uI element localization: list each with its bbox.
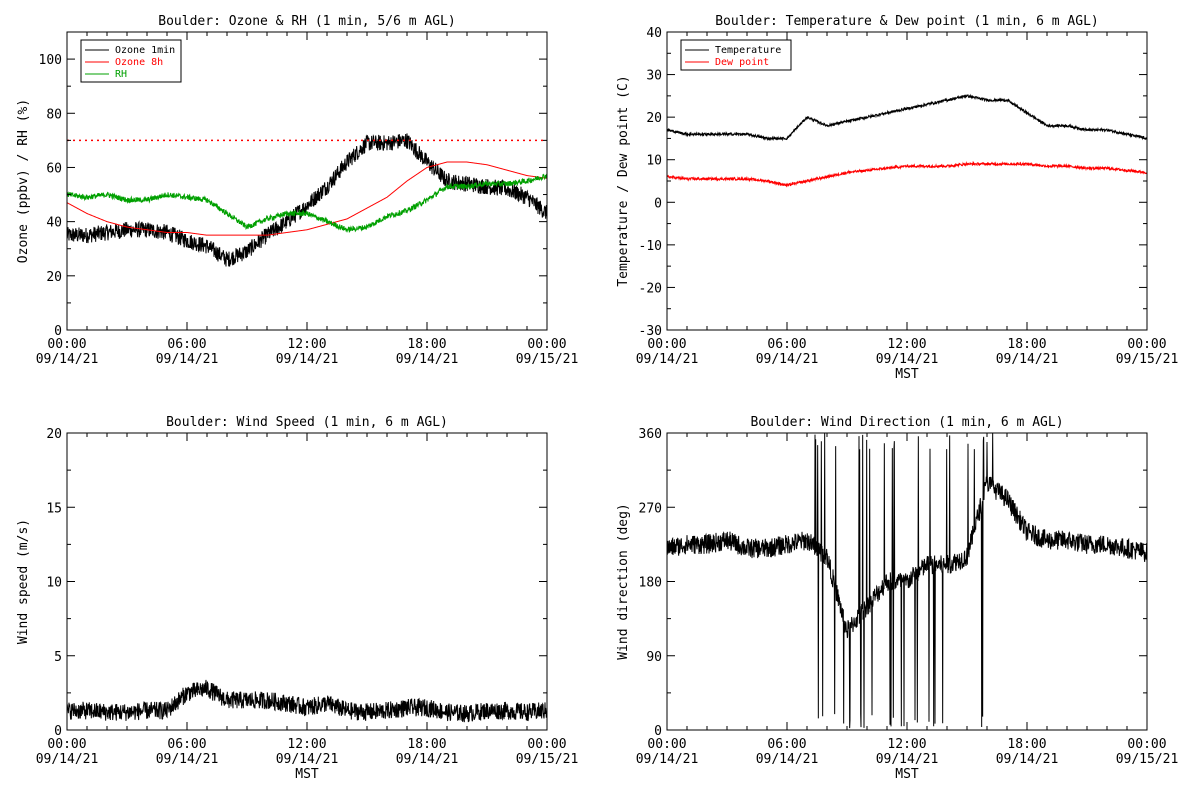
y-tick-label: 0 bbox=[654, 196, 662, 211]
x-tick-date-label: 09/14/21 bbox=[396, 752, 459, 767]
chart-title: Boulder: Temperature & Dew point (1 min,… bbox=[715, 14, 1099, 29]
y-tick-label: 30 bbox=[646, 69, 662, 84]
y-tick-label: -10 bbox=[639, 239, 662, 254]
x-tick-time-label: 18:00 bbox=[1007, 337, 1046, 352]
y-tick-label: 5 bbox=[54, 650, 62, 665]
y-tick-label: 0 bbox=[54, 724, 62, 739]
x-tick-date-label: 09/14/21 bbox=[996, 352, 1059, 367]
legend-label: RH bbox=[115, 69, 127, 80]
x-tick-date-label: 09/14/21 bbox=[156, 752, 219, 767]
y-tick-label: 100 bbox=[39, 53, 62, 68]
x-tick-date-label: 09/15/21 bbox=[1116, 752, 1179, 767]
y-tick-label: -20 bbox=[639, 281, 662, 296]
series-line-1 bbox=[66, 679, 548, 723]
chart-panel-4: Boulder: Wind Direction (1 min, 6 m AGL)… bbox=[616, 415, 1178, 782]
x-axis-label: MST bbox=[895, 367, 919, 382]
y-tick-label: 10 bbox=[646, 154, 662, 169]
x-tick-date-label: 09/14/21 bbox=[996, 752, 1059, 767]
series-line-1 bbox=[66, 133, 548, 267]
x-tick-date-label: 09/15/21 bbox=[516, 752, 579, 767]
y-tick-label: 0 bbox=[54, 324, 62, 339]
x-tick-date-label: 09/14/21 bbox=[636, 352, 699, 367]
y-axis-label: Temperature / Dew point (C) bbox=[616, 75, 631, 286]
x-axis-label: MST bbox=[895, 767, 919, 782]
y-tick-label: 60 bbox=[46, 161, 62, 176]
y-tick-label: -30 bbox=[639, 324, 662, 339]
series-line-1 bbox=[666, 433, 1148, 729]
y-tick-label: 20 bbox=[646, 111, 662, 126]
legend-label: Dew point bbox=[715, 57, 769, 68]
x-tick-date-label: 09/14/21 bbox=[276, 352, 339, 367]
x-axis-label: MST bbox=[295, 767, 319, 782]
chart-panel-3: Boulder: Wind Speed (1 min, 6 m AGL) 0 5 10… bbox=[16, 415, 578, 782]
x-tick-time-label: 00:00 bbox=[647, 737, 686, 752]
x-tick-time-label: 00:00 bbox=[1127, 337, 1166, 352]
y-axis-label: Wind direction (deg) bbox=[616, 503, 631, 660]
y-tick-label: 360 bbox=[639, 427, 662, 442]
y-tick-label: 90 bbox=[646, 650, 662, 665]
x-tick-date-label: 09/14/21 bbox=[276, 752, 339, 767]
plot-frame bbox=[666, 31, 1148, 331]
x-tick-date-label: 09/14/21 bbox=[876, 752, 939, 767]
series-line-1 bbox=[666, 93, 1148, 142]
x-tick-time-label: 06:00 bbox=[767, 337, 806, 352]
y-tick-label: 0 bbox=[654, 724, 662, 739]
chart-title: Boulder: Wind Speed (1 min, 6 m AGL) bbox=[166, 415, 448, 430]
legend-label: Ozone 8h bbox=[115, 57, 163, 68]
x-tick-time-label: 00:00 bbox=[647, 337, 686, 352]
y-tick-label: 15 bbox=[46, 501, 62, 516]
y-axis-label: Ozone (ppbv) / RH (%) bbox=[16, 99, 31, 263]
x-tick-time-label: 06:00 bbox=[167, 337, 206, 352]
x-tick-time-label: 00:00 bbox=[47, 337, 86, 352]
series-line-2 bbox=[666, 160, 1148, 188]
x-tick-time-label: 06:00 bbox=[167, 737, 206, 752]
x-tick-time-label: 12:00 bbox=[887, 337, 926, 352]
y-tick-label: 80 bbox=[46, 107, 62, 122]
x-tick-time-label: 12:00 bbox=[287, 337, 326, 352]
x-tick-date-label: 09/14/21 bbox=[636, 752, 699, 767]
legend-label: Ozone 1min bbox=[115, 45, 175, 56]
x-tick-time-label: 12:00 bbox=[287, 737, 326, 752]
x-tick-date-label: 09/14/21 bbox=[36, 352, 99, 367]
legend-box bbox=[80, 39, 182, 83]
x-tick-date-label: 09/14/21 bbox=[756, 352, 819, 367]
chart-panel-1: Boulder: Ozone & RH (1 min, 5/6 m AGL) 0 2… bbox=[16, 14, 578, 367]
series-line-3 bbox=[66, 173, 548, 233]
y-tick-label: 40 bbox=[646, 26, 662, 41]
y-tick-label: 20 bbox=[46, 270, 62, 285]
x-tick-date-label: 09/14/21 bbox=[756, 752, 819, 767]
y-tick-label: 10 bbox=[46, 576, 62, 591]
x-tick-time-label: 00:00 bbox=[527, 737, 566, 752]
legend-box bbox=[680, 39, 792, 71]
y-tick-label: 270 bbox=[639, 501, 662, 516]
y-tick-label: 40 bbox=[46, 216, 62, 231]
legend-label: Temperature bbox=[715, 45, 781, 56]
y-tick-label: 20 bbox=[46, 427, 62, 442]
chart-panel-2: Boulder: Temperature & Dew point (1 min,… bbox=[616, 14, 1178, 382]
x-tick-date-label: 09/14/21 bbox=[36, 752, 99, 767]
x-tick-time-label: 18:00 bbox=[407, 337, 446, 352]
x-tick-time-label: 00:00 bbox=[47, 737, 86, 752]
chart-title: Boulder: Wind Direction (1 min, 6 m AGL) bbox=[750, 415, 1063, 430]
chart-title: Boulder: Ozone & RH (1 min, 5/6 m AGL) bbox=[158, 14, 455, 29]
y-tick-label: 180 bbox=[639, 576, 662, 591]
x-tick-date-label: 09/15/21 bbox=[1116, 352, 1179, 367]
y-axis-label: Wind speed (m/s) bbox=[16, 519, 31, 644]
x-tick-time-label: 06:00 bbox=[767, 737, 806, 752]
x-tick-time-label: 00:00 bbox=[1127, 737, 1166, 752]
x-tick-time-label: 12:00 bbox=[887, 737, 926, 752]
x-tick-date-label: 09/15/21 bbox=[516, 352, 579, 367]
x-tick-date-label: 09/14/21 bbox=[876, 352, 939, 367]
x-tick-time-label: 00:00 bbox=[527, 337, 566, 352]
plot-frame bbox=[666, 432, 1148, 731]
x-tick-time-label: 18:00 bbox=[1007, 737, 1046, 752]
plot-frame bbox=[66, 432, 548, 731]
series-line-2 bbox=[66, 161, 548, 236]
x-tick-date-label: 09/14/21 bbox=[396, 352, 459, 367]
x-tick-time-label: 18:00 bbox=[407, 737, 446, 752]
x-tick-date-label: 09/14/21 bbox=[156, 352, 219, 367]
